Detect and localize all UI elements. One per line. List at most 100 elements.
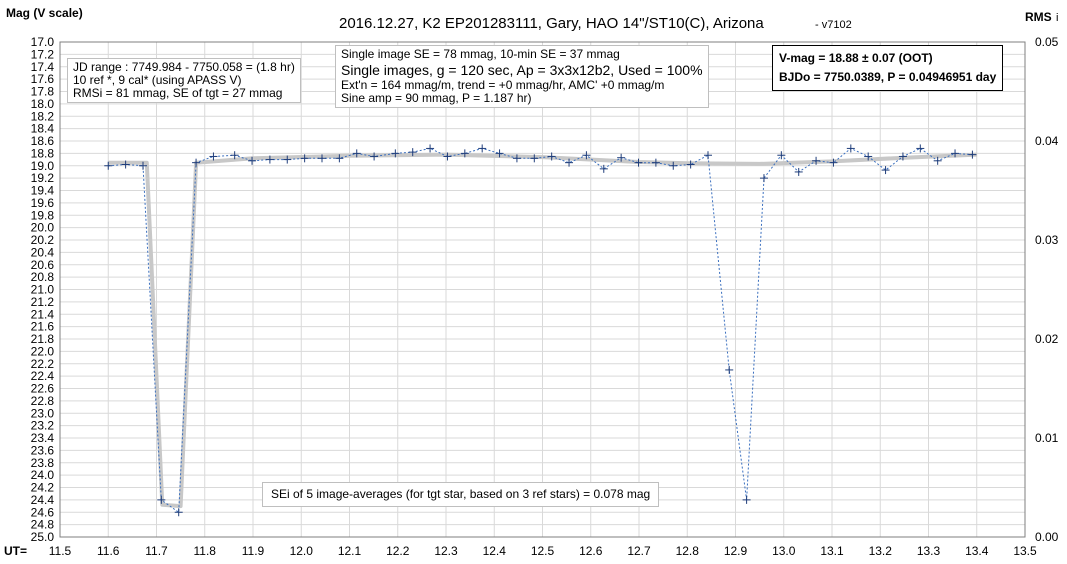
y-tick-label: 21.4 xyxy=(31,307,55,321)
x-tick-labels: 11.5 11.6 11.7 11.8 11.9 12.0 12.1 12.2 12.3 12.4… xyxy=(49,544,1037,558)
data-point-marker xyxy=(104,161,113,170)
x-tick-label: 11.6 xyxy=(97,544,120,558)
y-tick-label: 17.4 xyxy=(31,60,55,74)
data-point-marker xyxy=(265,155,274,164)
y-tick-label: 19.2 xyxy=(31,171,55,185)
data-point-marker xyxy=(916,144,925,153)
y-tick-label: 22.8 xyxy=(31,394,55,408)
data-point-marker xyxy=(530,154,539,163)
x-tick-label: 11.5 xyxy=(49,544,72,558)
sine-amp-text: Sine amp = 90 mmag, P = 1.187 hr) xyxy=(341,91,532,105)
y-tick-label: 25.0 xyxy=(31,530,55,544)
data-point-marker xyxy=(391,149,400,158)
y-tick-label: 17.6 xyxy=(31,72,55,86)
y-tick-label: 17.0 xyxy=(31,35,55,49)
x-tick-label: 12.0 xyxy=(290,544,314,558)
y-tick-label: 18.2 xyxy=(31,109,55,123)
model-curve-layer xyxy=(108,152,977,509)
x-tick-label: 13.0 xyxy=(772,544,796,558)
x-tick-label: 11.9 xyxy=(242,544,265,558)
data-point-marker xyxy=(157,495,166,504)
data-point-marker xyxy=(881,166,890,175)
data-point-marker xyxy=(565,158,574,167)
data-point-marker xyxy=(794,167,803,176)
data-point-marker xyxy=(582,151,591,160)
y-tick-label: 17.8 xyxy=(31,85,55,99)
data-point-marker xyxy=(370,152,379,161)
y-tick-label: 24.6 xyxy=(31,505,55,519)
x-tick-label: 13.2 xyxy=(869,544,893,558)
data-point-marker xyxy=(742,495,751,504)
data-point-marker xyxy=(669,161,678,170)
bjd-period-text: BJDo = 7750.0389, P = 0.04946951 day xyxy=(779,70,997,84)
y-tick-label: 20.8 xyxy=(31,270,55,284)
data-point-marker xyxy=(599,164,608,173)
ref-stars-text: 10 ref *, 9 cal* (using APASS V) xyxy=(73,73,242,87)
data-point-marker xyxy=(829,158,838,167)
y-tick-label: 19.8 xyxy=(31,208,55,222)
data-point-marker xyxy=(651,158,660,167)
y2-tick-label: 0.00 xyxy=(1035,530,1059,544)
y2-tick-label: 0.01 xyxy=(1035,431,1059,445)
y-tick-label: 23.0 xyxy=(31,406,55,420)
model-curve-line xyxy=(108,152,977,509)
y-tick-label: 19.0 xyxy=(31,159,55,173)
y-tick-label: 19.4 xyxy=(31,184,55,198)
x-tick-label: 12.3 xyxy=(434,544,458,558)
data-point-marker xyxy=(352,149,361,158)
data-point-marker xyxy=(300,154,309,163)
y-tick-label: 20.2 xyxy=(31,233,55,247)
single-image-se-text: Single image SE = 78 mmag, 10-min SE = 3… xyxy=(341,47,620,61)
info-box-right: V-mag = 18.88 ± 0.07 (OOT) BJDo = 7750.0… xyxy=(772,45,1004,91)
data-point-marker xyxy=(138,161,147,170)
x-tick-label: 12.8 xyxy=(676,544,700,558)
data-point-marker xyxy=(703,151,712,160)
y-tick-label: 18.4 xyxy=(31,122,55,136)
data-point-marker xyxy=(759,174,768,183)
info-box-bottom: SEi of 5 image-averages (for tgt star, b… xyxy=(262,482,660,507)
y-tick-label: 22.6 xyxy=(31,382,55,396)
chart-version: - v7102 xyxy=(815,19,852,31)
data-point-marker xyxy=(335,154,344,163)
y2-tick-label: 0.02 xyxy=(1035,332,1059,346)
data-point-marker xyxy=(443,152,452,161)
x-tick-label: 13.1 xyxy=(820,544,844,558)
y-axis-label: Mag (V scale) xyxy=(6,6,83,20)
x-tick-label: 11.7 xyxy=(145,544,168,558)
x-tick-label: 13.4 xyxy=(965,544,989,558)
data-series-layer xyxy=(104,144,977,517)
x-tick-label: 12.6 xyxy=(579,544,603,558)
data-point-marker xyxy=(933,156,942,165)
data-point-marker xyxy=(846,144,855,153)
y-tick-label: 22.4 xyxy=(31,369,55,383)
y-tick-label: 23.2 xyxy=(31,419,55,433)
data-point-marker xyxy=(686,160,695,169)
x-tick-label: 13.5 xyxy=(1013,544,1037,558)
data-point-marker xyxy=(495,149,504,158)
data-point-marker xyxy=(968,150,977,159)
vmag-text: V-mag = 18.88 ± 0.07 (OOT) xyxy=(779,51,933,65)
y-tick-label: 19.6 xyxy=(31,196,55,210)
y-tick-labels: 17.017.217.417.617.818.018.218.418.618.8… xyxy=(31,35,55,544)
x-tick-label: 12.1 xyxy=(338,544,362,558)
y-tick-label: 24.0 xyxy=(31,468,55,482)
data-point-marker xyxy=(547,152,556,161)
y2-tick-label: 0.05 xyxy=(1035,35,1059,49)
y-tick-label: 21.8 xyxy=(31,332,55,346)
y-tick-label: 24.2 xyxy=(31,481,55,495)
data-point-marker xyxy=(951,149,960,158)
y2-tick-labels: 0.00 0.01 0.02 0.03 0.04 0.05 xyxy=(1035,35,1059,544)
data-point-marker xyxy=(777,151,786,160)
data-point-marker xyxy=(209,152,218,161)
grid-layer xyxy=(59,41,1026,538)
data-point-marker xyxy=(812,156,821,165)
y-tick-label: 21.6 xyxy=(31,320,55,334)
x-tick-label: 11.8 xyxy=(194,544,217,558)
data-point-marker xyxy=(408,148,417,157)
x-tick-label: 12.5 xyxy=(531,544,555,558)
y2-axis-label: RMS xyxy=(1025,10,1052,24)
jd-range-text: JD range : 7749.984 - 7750.058 = (1.8 hr… xyxy=(73,60,295,74)
x-axis-label: UT= xyxy=(4,544,27,558)
x-tick-label: 13.3 xyxy=(917,544,941,558)
exposure-text: Single images, g = 120 sec, Ap = 3x3x12b… xyxy=(341,62,703,78)
